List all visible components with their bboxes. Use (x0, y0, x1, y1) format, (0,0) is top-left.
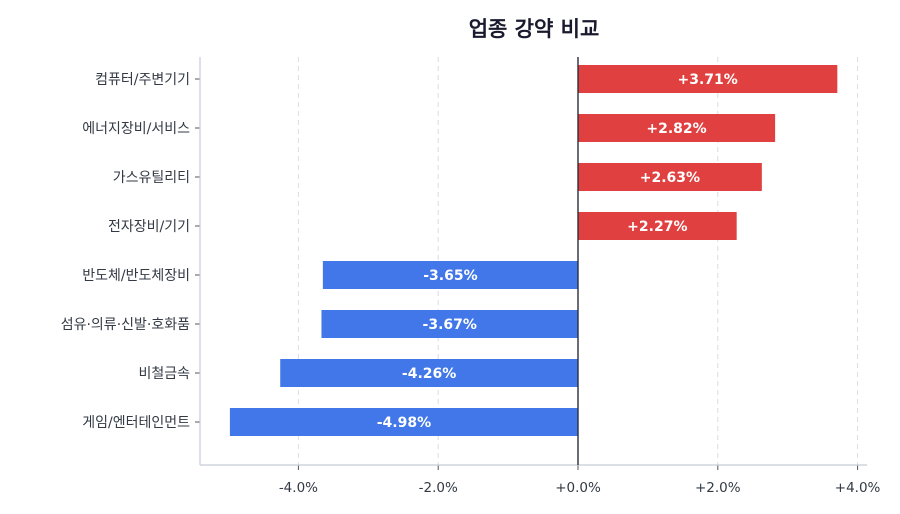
bar (578, 65, 838, 93)
x-tick-label: -4.0% (279, 480, 318, 496)
y-tick-label: 반도체/반도체장비 (82, 268, 190, 284)
data-label: +2.27% (627, 219, 687, 235)
x-tick-label: +2.0% (695, 480, 741, 496)
data-label: -3.67% (423, 317, 477, 333)
bar (280, 359, 578, 387)
bar (321, 310, 578, 338)
y-tick-label: 컴퓨터/주변기기 (95, 72, 190, 88)
y-tick-label: 에너지장비/서비스 (82, 121, 190, 137)
bar (322, 261, 578, 289)
y-tick-label: 섬유·의류·신발·호화품 (61, 317, 190, 333)
y-tick-label: 비철금속 (138, 366, 190, 382)
bar (229, 408, 578, 436)
bar (578, 163, 762, 191)
bar (578, 114, 776, 142)
data-label: +3.71% (678, 72, 738, 88)
y-tick-label: 전자장비/기기 (108, 219, 190, 235)
x-tick-label: +0.0% (555, 480, 601, 496)
x-tick-label: +4.0% (835, 480, 881, 496)
data-label: -4.98% (377, 415, 431, 431)
y-tick-label: 게임/엔터테인먼트 (82, 415, 190, 431)
data-label: +2.63% (640, 170, 700, 186)
data-label: +2.82% (646, 121, 706, 137)
chart-title: 업종 강약 비교 (469, 17, 600, 41)
y-tick-label: 가스유틸리티 (113, 170, 190, 186)
data-label: -4.26% (402, 366, 456, 382)
data-label: -3.65% (423, 268, 477, 284)
x-tick-label: -2.0% (419, 480, 458, 496)
bar (578, 212, 737, 240)
